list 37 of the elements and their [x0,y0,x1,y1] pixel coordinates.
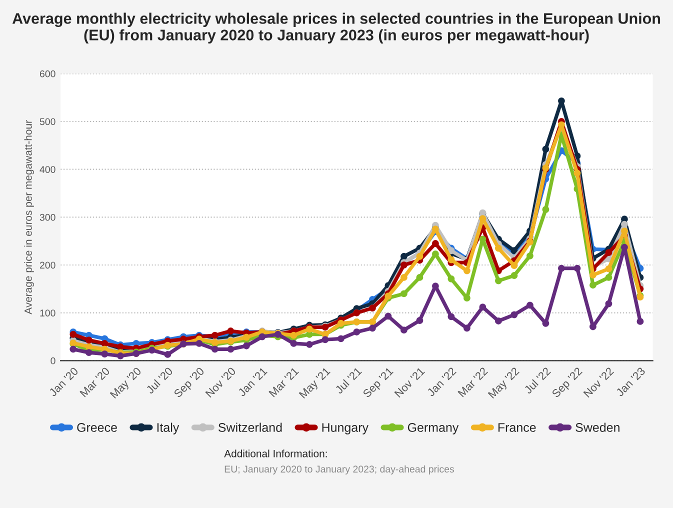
text: Additional Information: [224,450,327,458]
y-tick-label: 600 [40,70,56,78]
y-tick-label: 500 [40,118,56,126]
x-tick-label: Jan '23 [615,366,646,397]
x-tick-label: Nov '20 [205,366,236,398]
legend-label: Switzerland [218,422,282,432]
legend-label: Greece [77,423,117,432]
y-tick-label: 0 [50,357,56,364]
x-tick-label: Jan '22 [426,366,457,397]
x-tick-label: Jan '21 [237,366,268,397]
x-tick-label: Jan '20 [48,366,79,397]
y-axis-title: Average price in euros per megawatt-hour [24,120,34,314]
x-tick-label: Nov '22 [583,366,614,398]
x-tick-label: Jul '21 [334,366,362,394]
x-tick-label: Sep '20 [173,366,206,400]
x-tick-label: May '20 [110,366,144,400]
x-tick-label: Jul '22 [523,366,552,394]
x-tick-label: Mar '20 [80,366,110,398]
legend-label: Sweden [576,422,620,432]
y-tick-label: 200 [40,262,56,269]
legend-label: France [498,423,536,432]
x-tick-label: May '22 [488,366,522,400]
x-tick-label: Nov '21 [394,366,426,398]
legend-label: Italy [157,422,180,434]
y-tick-label: 100 [40,310,56,316]
x-tick-label: Sep '22 [551,366,584,400]
legend-label: Germany [408,423,459,434]
text: EU; January 2020 to January 2023; day-ahead prices [224,465,454,474]
y-tick-label: 400 [40,166,56,173]
y-tick-label: 300 [40,214,56,221]
x-tick-label: Jul '20 [145,366,174,394]
x-tick-label: Mar '21 [268,366,300,398]
x-tick-label: Mar '22 [458,366,488,398]
x-tick-label: Sep '21 [362,366,396,400]
chart-title: Average monthly electricity wholesale prices in selected countries in the European Union (EU) from January 2020 to January 2023 (in euros per megawatt-hour) [12,12,660,44]
x-tick-label: May '21 [298,366,332,400]
legend-label: Hungary [322,423,368,434]
